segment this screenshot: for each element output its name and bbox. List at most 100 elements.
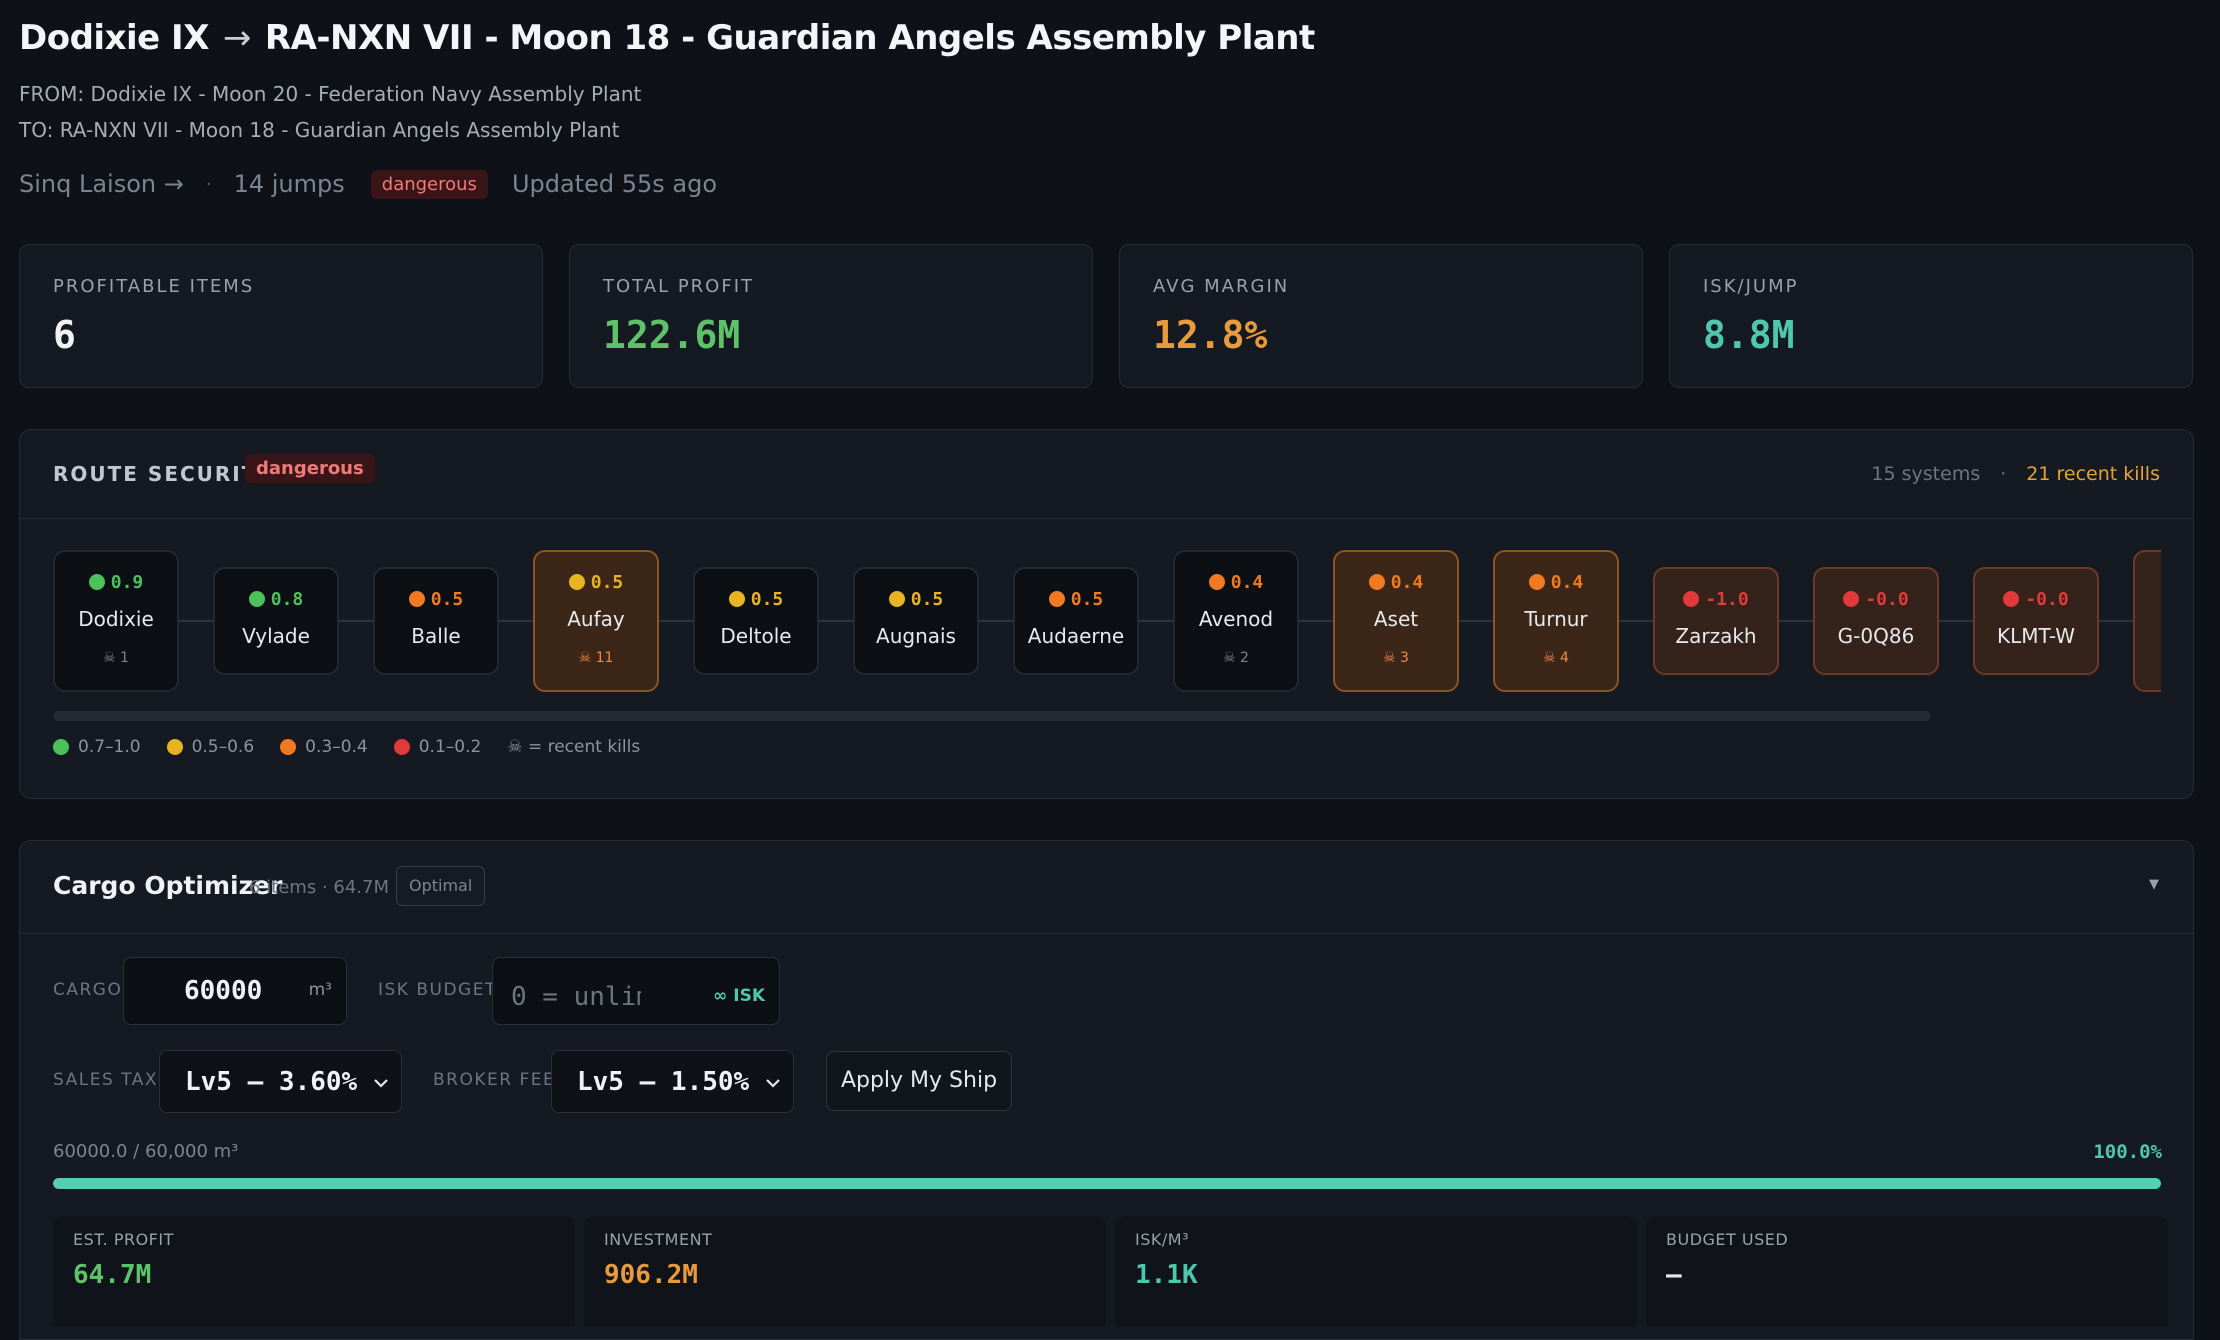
system-name: Deltole xyxy=(720,624,792,648)
cargo-usage-fill xyxy=(53,1178,2161,1189)
broker-fee-select[interactable]: Lv5 — 1.50% xyxy=(551,1050,794,1113)
metric-value: 64.7M xyxy=(73,1260,152,1290)
region-link[interactable]: Sinq Laison → xyxy=(19,170,184,198)
stat-value: 12.8% xyxy=(1153,313,1268,357)
security-dot-icon xyxy=(2003,591,2020,607)
security-dot-icon xyxy=(1208,574,1225,590)
kill-count: ☠ 3 xyxy=(1383,650,1409,666)
legend-label: 0.7–1.0 xyxy=(78,737,141,757)
system-node[interactable]: 0.8 Vylade xyxy=(213,567,339,675)
kill-count: ☠ 4 xyxy=(1543,650,1569,666)
system-node[interactable]: 0.5 Balle xyxy=(373,567,499,675)
sales-tax-label: SALES TAX xyxy=(53,1070,158,1090)
security-value: 0.5 xyxy=(590,572,624,593)
system-node[interactable]: -0.0 KLMT-W xyxy=(1973,567,2099,675)
security-status: 0.4 xyxy=(1495,572,1617,593)
route-title: Dodixie IX → RA-NXN VII - Moon 18 - Guardi… xyxy=(19,18,1315,58)
system-node[interactable]: 0.9 Dodixie ☠ 1 xyxy=(53,550,179,692)
cargo-label: CARGO xyxy=(53,980,123,1000)
system-name: KLMT-W xyxy=(1996,624,2076,648)
cargo-optimizer-header[interactable]: Cargo Optimizer 6 items · 64.7M Optimal … xyxy=(20,841,2193,934)
system-node[interactable]: -0.0 G-0Q86 xyxy=(1813,567,1939,675)
origin-name: Dodixie IX xyxy=(19,18,209,58)
kill-count: ☠ 11 xyxy=(578,650,614,666)
security-dot-icon xyxy=(728,591,745,607)
to-station: TO: RA-NXN VII - Moon 18 - Guardian Ange… xyxy=(19,118,620,142)
legend-label: 0.5–0.6 xyxy=(191,737,255,757)
danger-badge: dangerous xyxy=(370,169,488,199)
chain-connector xyxy=(659,620,693,622)
jump-count: 14 jumps xyxy=(233,170,345,198)
chain-connector xyxy=(979,620,1013,622)
route-security-panel: ROUTE SECURITY dangerous 15 systems · 21 r… xyxy=(19,429,2194,799)
sales-tax-select[interactable]: Lv5 — 3.60% xyxy=(159,1050,402,1113)
metric-label: EST. PROFIT xyxy=(73,1230,174,1249)
optimal-button[interactable]: Optimal xyxy=(396,866,486,906)
stat-card-avg-margin: AVG MARGIN 12.8% xyxy=(1119,244,1643,388)
system-node[interactable]: 0.5 Augnais xyxy=(853,567,979,675)
broker-fee-label: BROKER FEE xyxy=(433,1070,556,1090)
chain-scrollbar[interactable] xyxy=(53,711,1931,721)
system-name: Augnais xyxy=(876,624,956,648)
metric-label: ISK/M³ xyxy=(1135,1230,1189,1249)
security-status: 0.5 xyxy=(695,589,817,610)
system-node[interactable]: 0.4 Avenod ☠ 2 xyxy=(1173,550,1299,692)
isk-budget-input[interactable]: 0 = unlimited ∞ ISK xyxy=(492,957,780,1025)
systems-count: 15 systems xyxy=(1871,463,1981,485)
apply-my-ship-button[interactable]: Apply My Ship xyxy=(826,1051,1012,1111)
chevron-down-icon xyxy=(374,1079,388,1088)
cargo-value: 60000 xyxy=(184,976,263,1006)
system-name: Aset xyxy=(1373,607,1419,631)
system-node[interactable]: 0.5 Deltole xyxy=(693,567,819,675)
chain-connector xyxy=(1139,620,1173,622)
legend-dot-icon xyxy=(280,739,297,755)
metric-investment: INVESTMENT 906.2M xyxy=(584,1216,1106,1326)
cargo-usage-percent: 100.0% xyxy=(2093,1141,2162,1163)
system-node[interactable]: 0.5 Audaerne xyxy=(1013,567,1139,675)
collapse-caret-icon[interactable]: ▼ xyxy=(2149,877,2159,892)
chain-connector xyxy=(1459,620,1493,622)
legend-item: 0.5–0.6 xyxy=(166,737,255,757)
stat-card-isk-per-jump: ISK/JUMP 8.8M xyxy=(1669,244,2193,388)
security-value: 0.4 xyxy=(1550,572,1584,593)
metric-est-profit: EST. PROFIT 64.7M xyxy=(53,1216,575,1326)
kill-count: ☠ 2 xyxy=(1223,650,1249,666)
chain-connector xyxy=(339,620,373,622)
updated-timestamp: Updated 55s ago xyxy=(511,170,718,198)
legend-kills-note: ☠ = recent kills xyxy=(507,737,641,757)
chain-connector xyxy=(1939,620,1973,622)
security-value: 0.5 xyxy=(1070,589,1104,610)
security-status: 0.8 xyxy=(215,589,337,610)
security-legend: 0.7–1.0 0.5–0.6 0.3–0.4 0.1–0.2 ☠ = recent k… xyxy=(53,737,666,757)
security-status: -0.0 xyxy=(1815,589,1937,610)
cargo-capacity-input[interactable]: 60000 m³ xyxy=(123,957,347,1025)
security-dot-icon xyxy=(888,591,905,607)
system-node[interactable] xyxy=(2133,550,2161,692)
security-dot-icon xyxy=(88,574,105,590)
security-dot-icon xyxy=(1048,591,1065,607)
route-danger-badge: dangerous xyxy=(245,454,375,483)
system-node[interactable]: 0.5 Aufay ☠ 11 xyxy=(533,550,659,692)
metric-value: — xyxy=(1666,1260,1682,1290)
chain-connector xyxy=(1619,620,1653,622)
route-security-title: ROUTE SECURITY xyxy=(53,462,274,486)
legend-dot-icon xyxy=(166,739,183,755)
chevron-down-icon xyxy=(766,1079,780,1088)
isk-budget-label: ISK BUDGET xyxy=(378,980,497,1000)
route-meta: Sinq Laison → · 14 jumps dangerous Updat… xyxy=(19,169,718,199)
security-value: 0.5 xyxy=(430,589,464,610)
security-status: -1.0 xyxy=(1655,589,1777,610)
metric-isk-per-m3: ISK/M³ 1.1K xyxy=(1115,1216,1637,1326)
system-node[interactable]: -1.0 Zarzakh xyxy=(1653,567,1779,675)
cargo-summary: 6 items · 64.7M xyxy=(249,877,389,898)
cargo-unit: m³ xyxy=(308,980,332,1000)
route-security-header: ROUTE SECURITY dangerous 15 systems · 21 r… xyxy=(20,430,2193,519)
system-node[interactable]: 0.4 Aset ☠ 3 xyxy=(1333,550,1459,692)
destination-name: RA-NXN VII - Moon 18 - Guardian Angels A… xyxy=(264,18,1315,58)
security-dot-icon xyxy=(1368,574,1385,590)
system-node[interactable]: 0.4 Turnur ☠ 4 xyxy=(1493,550,1619,692)
legend-item: 0.3–0.4 xyxy=(280,737,368,757)
system-chain[interactable]: 0.9 Dodixie ☠ 1 0.8 Vylade 0.5 Balle 0.5 Aufay ☠ … xyxy=(53,550,2161,710)
security-status: 0.4 xyxy=(1175,572,1297,593)
